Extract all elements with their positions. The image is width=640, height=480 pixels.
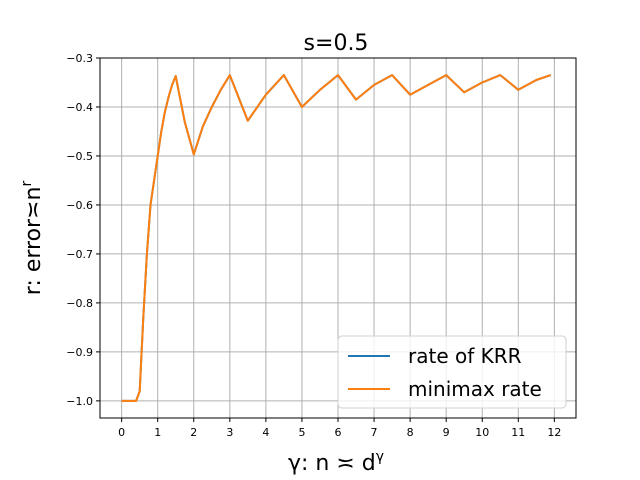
chart-title: s=0.5 bbox=[304, 31, 369, 56]
y-tick-label: −0.7 bbox=[66, 248, 93, 261]
x-tick-label: 4 bbox=[262, 426, 269, 439]
y-tick-label: −1.0 bbox=[66, 395, 93, 408]
x-tick-label: 7 bbox=[371, 426, 378, 439]
x-axis-label-sup: γ bbox=[376, 449, 384, 465]
x-tick-label: 6 bbox=[335, 426, 342, 439]
y-axis-ticks: −1.0 −0.9 −0.8 −0.7 −0.6 −0.5 −0.4 −0.3 bbox=[66, 52, 100, 408]
legend-label-1: minimax rate bbox=[408, 377, 542, 401]
y-tick-label: −0.4 bbox=[66, 101, 93, 114]
x-tick-label: 10 bbox=[475, 426, 489, 439]
x-tick-label: 9 bbox=[443, 426, 450, 439]
y-axis-label: r: error≍nr bbox=[19, 181, 46, 296]
x-tick-label: 12 bbox=[547, 426, 561, 439]
x-axis-label: γ: n ≍ dγ bbox=[288, 449, 384, 476]
x-tick-label: 5 bbox=[298, 426, 305, 439]
legend-label-0: rate of KRR bbox=[408, 344, 522, 368]
x-tick-label: 0 bbox=[118, 426, 125, 439]
x-tick-label: 11 bbox=[511, 426, 525, 439]
series-line-1 bbox=[121, 74, 552, 402]
x-tick-label: 2 bbox=[190, 426, 197, 439]
legend-box bbox=[337, 335, 567, 409]
x-tick-label: 3 bbox=[226, 426, 233, 439]
y-tick-label: −0.8 bbox=[66, 297, 93, 310]
x-axis-ticks: 0 1 2 3 4 5 6 7 8 9 10 11 12 bbox=[118, 418, 561, 439]
legend: rate of KRR minimax rate bbox=[337, 335, 567, 409]
y-tick-label: −0.3 bbox=[66, 52, 93, 65]
y-axis-label-sup: r bbox=[19, 181, 35, 187]
x-tick-label: 8 bbox=[407, 426, 414, 439]
y-tick-label: −0.6 bbox=[66, 199, 93, 212]
y-tick-label: −0.9 bbox=[66, 346, 93, 359]
y-axis-label-main: r: error≍n bbox=[21, 187, 46, 296]
series-lines bbox=[121, 74, 552, 402]
y-tick-label: −0.5 bbox=[66, 150, 93, 163]
x-axis-label-main: γ: n ≍ d bbox=[288, 451, 376, 476]
x-tick-label: 1 bbox=[154, 426, 161, 439]
